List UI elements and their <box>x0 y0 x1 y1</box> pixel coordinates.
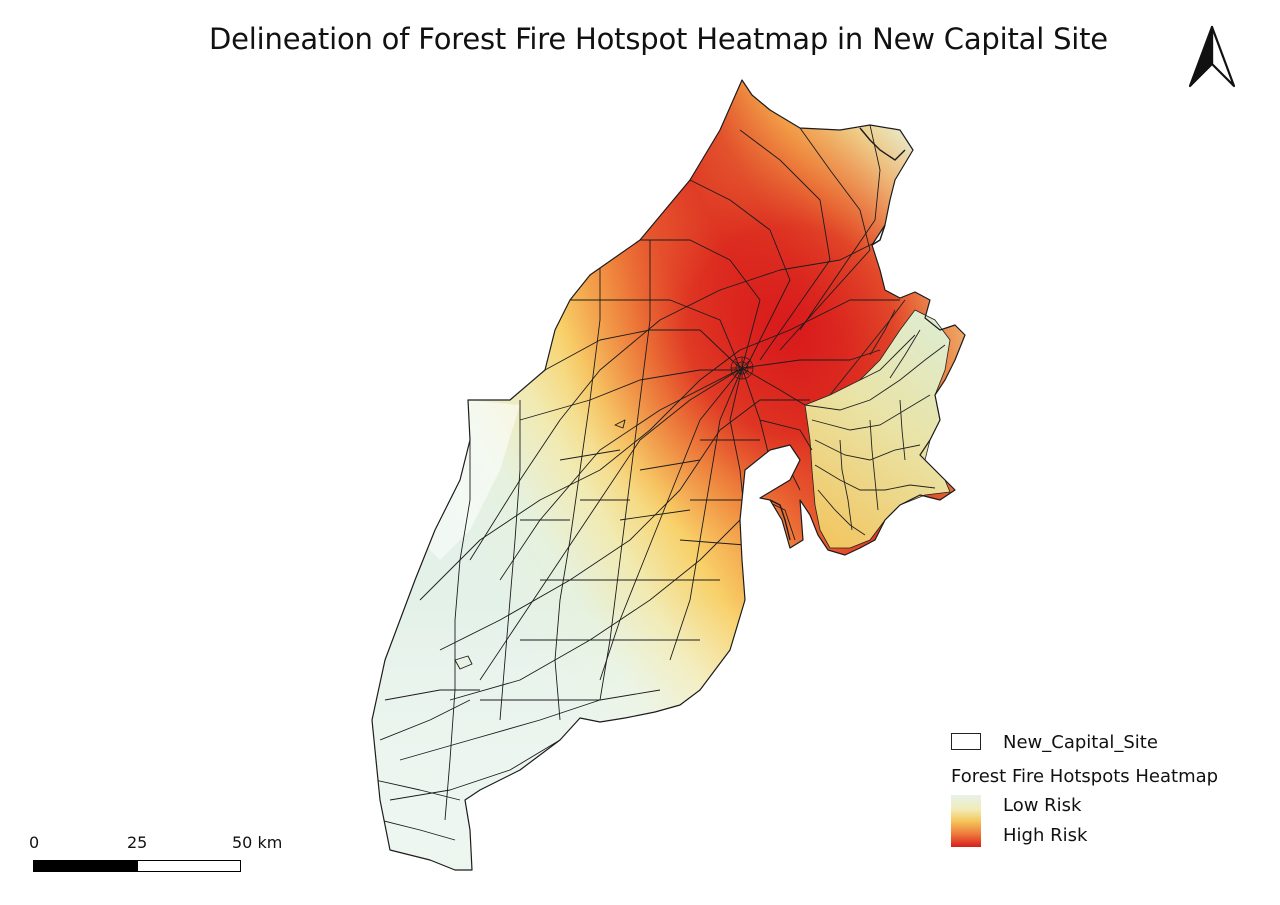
legend-heatmap-title: Forest Fire Hotspots Heatmap <box>951 766 1219 787</box>
coastline-detail <box>769 127 906 541</box>
boundary-swatch <box>951 733 981 750</box>
boundary-lines <box>371 79 966 871</box>
scale-label-25: 25 <box>127 833 148 852</box>
legend-low-label: Low Risk <box>1003 795 1082 816</box>
map-title: Delineation of Forest Fire Hotspot Heatm… <box>209 22 1108 56</box>
scale-label-50: 50 km <box>232 833 283 852</box>
north-arrow-icon <box>1188 25 1236 88</box>
legend-high-label: High Risk <box>1003 825 1088 846</box>
heatmap-color-ramp <box>951 795 981 847</box>
city-cluster <box>730 356 754 380</box>
scale-segment-black <box>33 860 138 872</box>
scale-segment-white <box>137 860 241 872</box>
legend-boundary-label: New_Capital_Site <box>1003 732 1158 753</box>
scale-label-0: 0 <box>29 833 40 852</box>
delta-channels <box>804 299 946 536</box>
